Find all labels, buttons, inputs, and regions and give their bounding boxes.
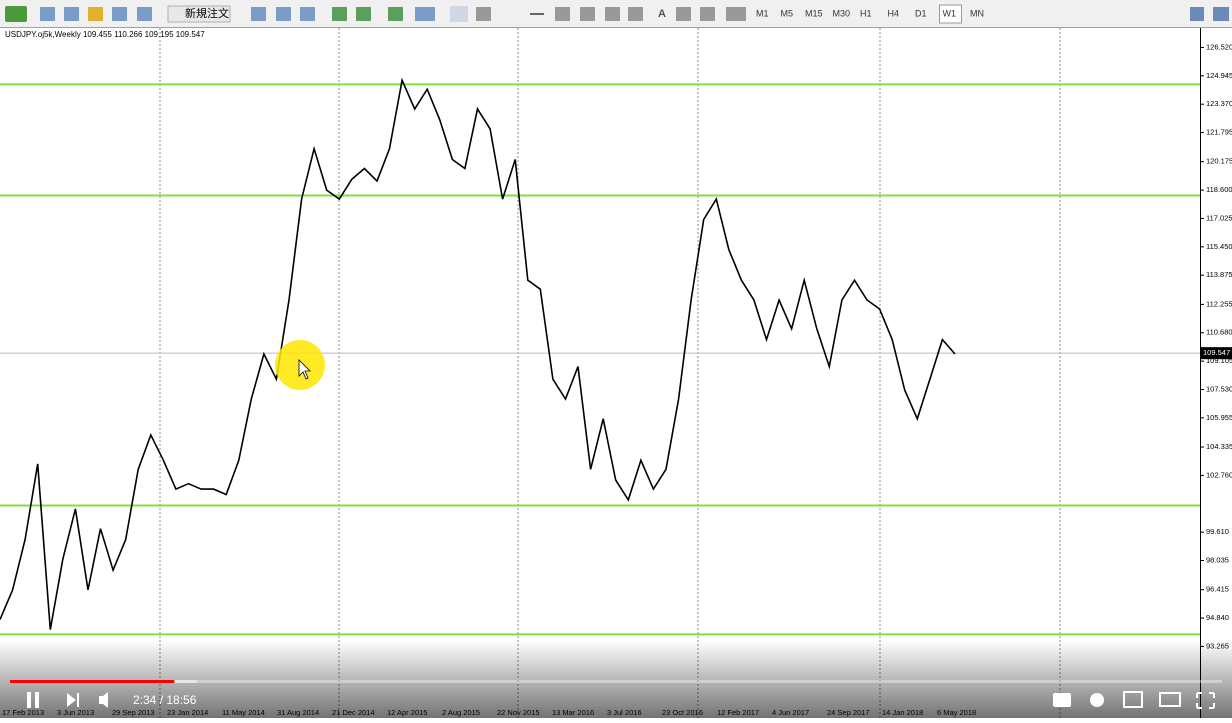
- timeframe-button[interactable]: M30: [833, 8, 851, 18]
- price-axis: [1200, 28, 1232, 718]
- y-tick-label: 126.520: [1206, 42, 1232, 51]
- icon[interactable]: [40, 7, 55, 21]
- icon[interactable]: [251, 7, 266, 21]
- timeframe-bar: M1 M5 M15 M30 H1 H4 D1 W1 MN: [756, 4, 984, 24]
- y-tick-label: 102.760: [1206, 470, 1232, 479]
- chart: 17 Feb 20133 Jun 201329 Sep 201323 Jan 2…: [0, 28, 1200, 718]
- current-price-tag: [1201, 347, 1232, 360]
- text-tool[interactable]: A: [658, 8, 666, 20]
- player-time: 2:34 / 18:56: [133, 693, 197, 707]
- timeframe-button[interactable]: H4: [888, 8, 900, 18]
- icon[interactable]: [5, 6, 27, 22]
- icon[interactable]: [88, 7, 103, 21]
- player-shade: [0, 640, 1232, 718]
- y-tick-label: 113.875: [1206, 270, 1232, 279]
- y-tick-label: 98.035: [1206, 555, 1229, 564]
- timeframe-button[interactable]: M1: [756, 8, 769, 18]
- progress-track[interactable]: [10, 680, 1222, 683]
- y-tick-label: 109.105: [1206, 356, 1232, 365]
- y-tick-label: 115.450: [1206, 242, 1232, 251]
- y-tick-label: 120.175: [1206, 157, 1232, 166]
- icon[interactable]: [64, 7, 79, 21]
- icon[interactable]: [332, 7, 347, 21]
- timeframe-button[interactable]: W1: [943, 8, 957, 18]
- icon[interactable]: [356, 7, 371, 21]
- pause-button[interactable]: [27, 692, 31, 708]
- y-tick-label: 104.335: [1206, 442, 1232, 451]
- icon[interactable]: [628, 7, 643, 21]
- icon[interactable]: [276, 7, 291, 21]
- y-tick-label: 110.680: [1206, 328, 1232, 337]
- y-tick-label: 96.415: [1206, 585, 1229, 594]
- next-button[interactable]: [67, 693, 79, 707]
- timeframe-button[interactable]: M5: [781, 8, 794, 18]
- icon[interactable]: [112, 7, 127, 21]
- progress-played: [10, 680, 175, 683]
- y-tick-label: 117.025: [1206, 213, 1232, 222]
- y-tick-label: 105.955: [1206, 413, 1232, 422]
- y-tick-label: 118.600: [1206, 185, 1232, 194]
- captions-button[interactable]: [1053, 693, 1071, 707]
- price-line: [0, 77, 956, 630]
- icon[interactable]: [555, 7, 570, 21]
- icon[interactable]: [580, 7, 595, 21]
- y-tick-label: 121.795: [1206, 128, 1232, 137]
- timeframe-active: [939, 4, 962, 24]
- icon[interactable]: [726, 7, 746, 21]
- volume-button[interactable]: [99, 692, 108, 708]
- settings-button[interactable]: [1090, 693, 1104, 707]
- new-order-button[interactable]: [167, 5, 231, 23]
- new-order-label[interactable]: 新規注文: [185, 6, 229, 20]
- y-tick-label: 112.255: [1206, 299, 1232, 308]
- theater-button[interactable]: [1159, 692, 1181, 707]
- icon[interactable]: [415, 7, 435, 21]
- icon[interactable]: [530, 13, 544, 15]
- fullscreen-button[interactable]: [1196, 692, 1215, 709]
- y-tick-label: 123.370: [1206, 99, 1232, 108]
- pause-button[interactable]: [35, 692, 39, 708]
- player-controls: [27, 691, 1215, 709]
- miniplayer-button[interactable]: [1123, 691, 1143, 708]
- y-tick-label: 94.840: [1206, 613, 1229, 622]
- chart-title: USDJPY.oj5k,Weekly 109.455 110.266 109.1…: [5, 30, 205, 39]
- icon[interactable]: [1190, 7, 1204, 21]
- icon[interactable]: [388, 7, 403, 21]
- timeframe-button[interactable]: MN: [970, 8, 984, 18]
- current-price-label: 109.547: [1203, 348, 1230, 357]
- y-tick-label: 107.530: [1206, 384, 1232, 393]
- timeframe-button[interactable]: D1: [915, 8, 927, 18]
- icon[interactable]: [476, 7, 491, 21]
- icon[interactable]: [605, 7, 620, 21]
- icon[interactable]: [450, 6, 468, 22]
- icon[interactable]: [676, 7, 691, 21]
- icon[interactable]: [137, 7, 152, 21]
- icon[interactable]: [300, 7, 315, 21]
- toolbar-icons: [5, 5, 1229, 23]
- y-tick-label: 99.610: [1206, 527, 1229, 536]
- y-tick-label: 124.945: [1206, 71, 1232, 80]
- timeframe-button[interactable]: M15: [805, 8, 823, 18]
- cursor: [298, 359, 311, 380]
- icon[interactable]: [1213, 7, 1229, 21]
- icon[interactable]: [700, 7, 715, 21]
- timeframe-button[interactable]: H1: [860, 8, 872, 18]
